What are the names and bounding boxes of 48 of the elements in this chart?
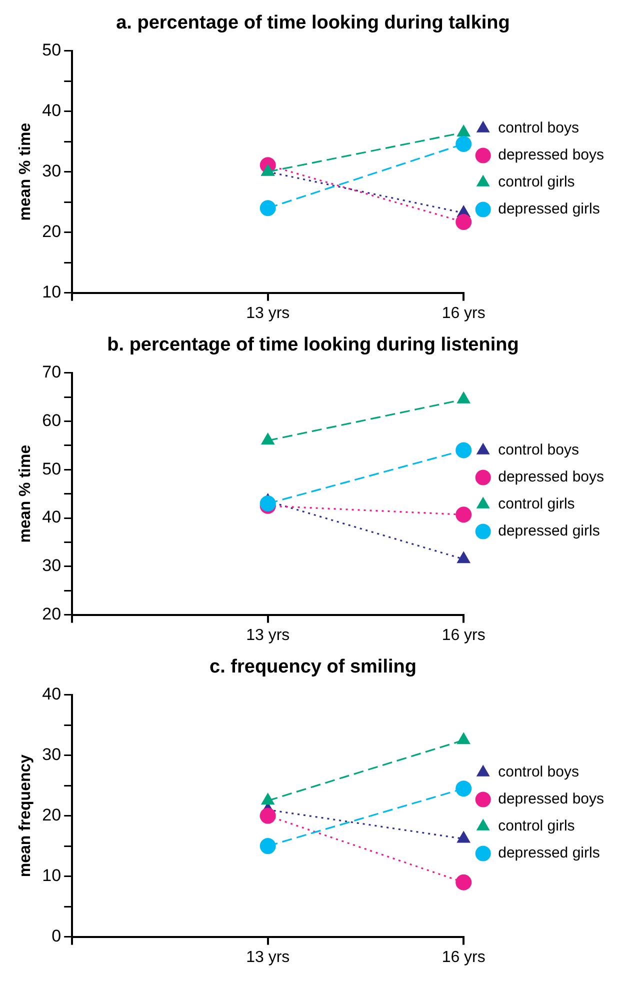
y-tick-label: 70 [42,362,62,382]
legend-label: depressed girls [498,844,600,862]
y-tick-label: 10 [42,282,62,302]
legend-label: depressed boys [498,790,604,808]
y-tick-label: 20 [42,805,62,824]
legend-label: depressed boys [498,468,604,486]
legend-label: control boys [498,120,579,137]
legend-label: control girls [498,496,575,513]
legend-label: control girls [498,174,575,191]
y-axis-title: mean % time [17,444,34,543]
y-tick-label: 40 [42,100,62,120]
x-tick-label: 16 yrs [442,626,486,644]
legend-label: control boys [498,442,579,459]
point [456,506,472,523]
point [456,214,472,230]
x-tick-label: 16 yrs [442,948,486,966]
chart-title: a. percentage of time looking during talking [116,12,510,34]
y-tick-label: 0 [52,926,62,946]
legend-label: depressed girls [498,200,600,218]
point [456,780,472,797]
point [456,136,472,152]
y-tick-label: 50 [42,40,62,60]
chart-title: b. percentage of time looking during listening [107,334,519,356]
point [456,874,472,890]
y-tick-label: 30 [42,556,62,576]
y-axis-title: mean frequency [17,754,34,878]
y-tick-label: 30 [42,161,62,180]
legend-label: depressed girls [498,522,600,540]
y-tick-label: 40 [42,684,62,704]
y-tick-label: 20 [42,222,62,241]
legend-label: depressed boys [498,146,604,164]
point [260,200,276,216]
y-tick-label: 20 [42,604,62,624]
point [456,442,472,458]
legend-label: control girls [498,818,575,835]
y-axis-title: mean % time [17,122,34,221]
y-tick-label: 30 [42,744,62,764]
chart-title: c. frequency of smiling [210,656,416,678]
x-tick-label: 13 yrs [246,948,290,966]
y-tick-label: 50 [42,459,62,478]
x-tick-label: 16 yrs [442,304,486,322]
y-tick-label: 60 [42,410,62,430]
x-tick-label: 13 yrs [246,304,290,322]
y-tick-label: 40 [42,508,62,527]
legend-label: control boys [498,764,579,781]
x-tick-label: 13 yrs [246,626,290,644]
point [260,838,276,854]
y-tick-label: 10 [42,866,62,885]
